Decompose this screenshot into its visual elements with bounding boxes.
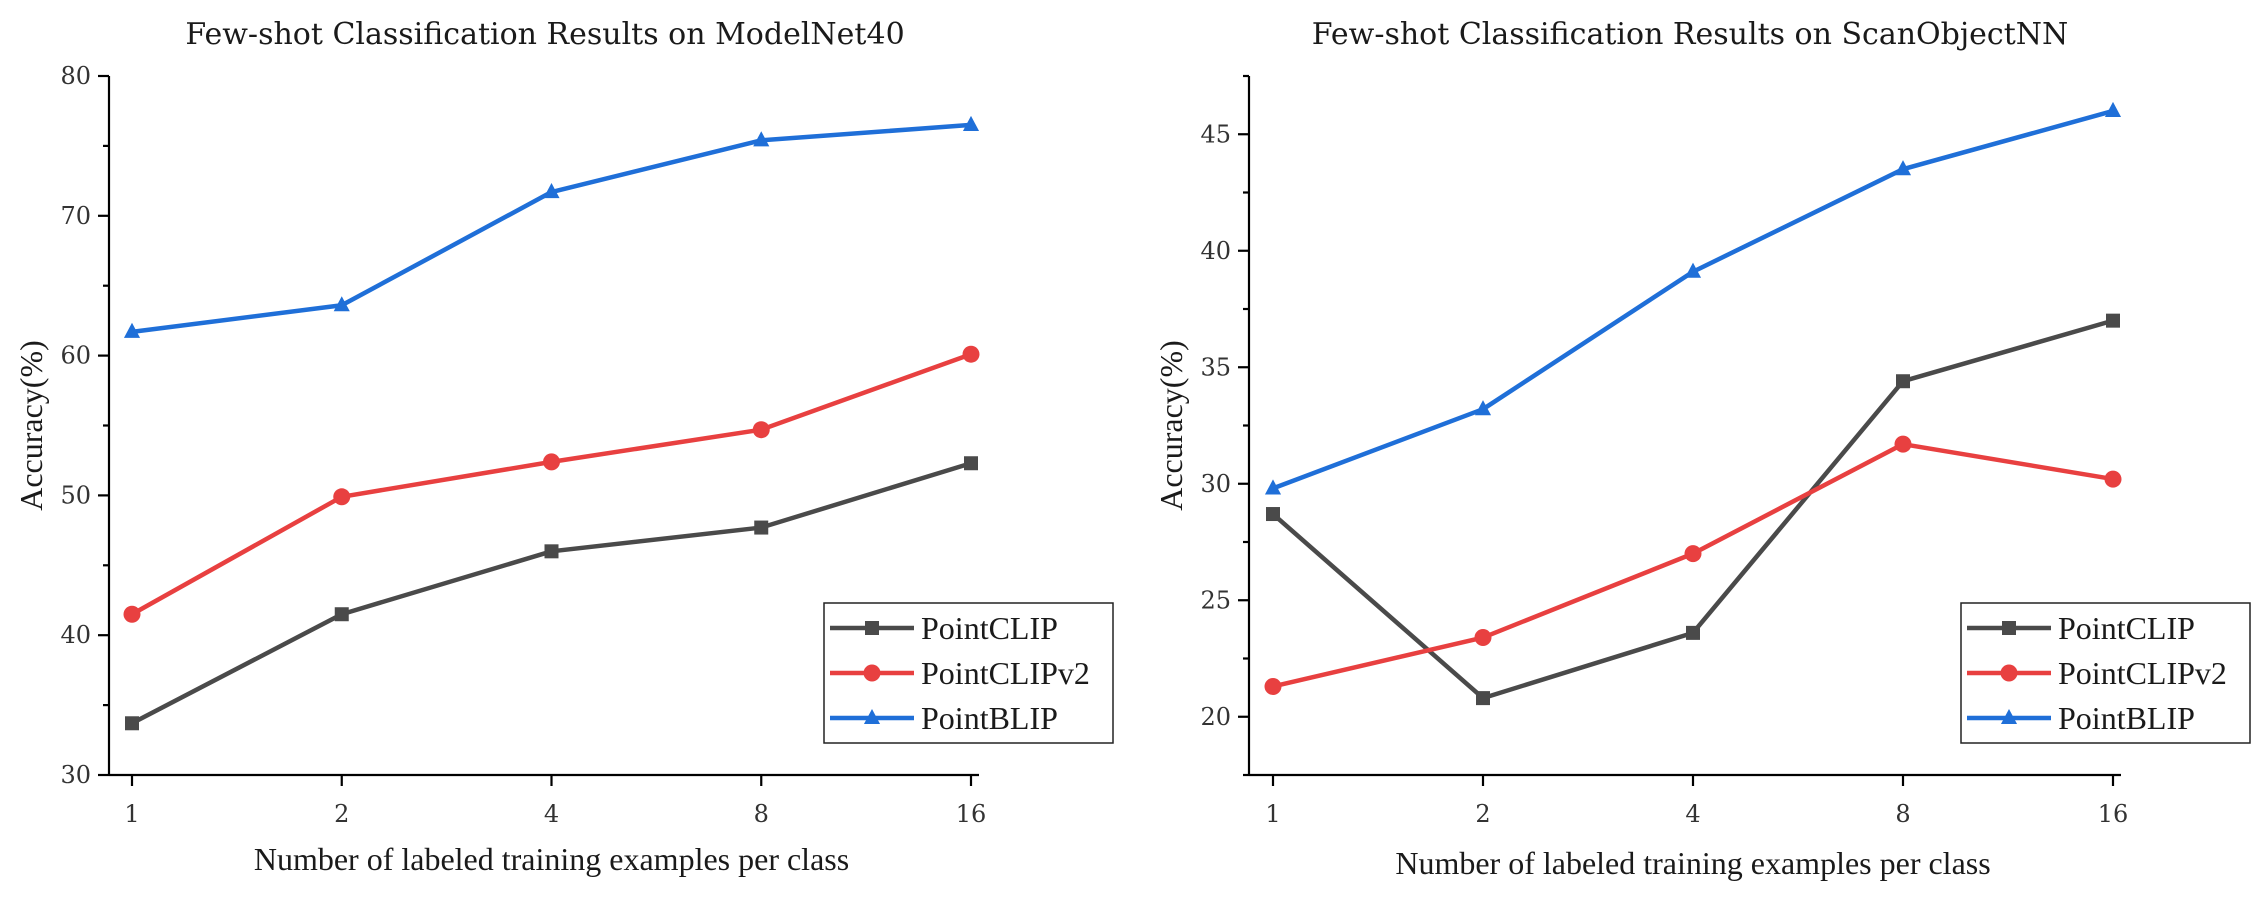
chart-2: Few-shot Classification Results on ScanO… bbox=[1153, 17, 2251, 881]
data-point bbox=[1474, 629, 1492, 647]
data-point bbox=[2104, 470, 2122, 488]
x-tick-label: 16 bbox=[2098, 800, 2129, 828]
legend: PointCLIP PointCLIPv2 PointBLIP bbox=[1960, 602, 2251, 744]
data-point bbox=[333, 296, 350, 312]
y-tick-label: 25 bbox=[1200, 586, 1231, 614]
chart-1: Few-shot Classification Results on Model… bbox=[13, 17, 1114, 877]
x-axis-label: Number of labeled training examples per … bbox=[254, 841, 849, 877]
x-tick-label: 8 bbox=[754, 800, 769, 828]
data-point bbox=[1684, 545, 1702, 563]
series-pointblip bbox=[1264, 101, 2122, 495]
y-tick-label: 30 bbox=[1200, 470, 1231, 498]
data-point bbox=[1264, 677, 1282, 695]
y-tick-label: 45 bbox=[1200, 120, 1231, 148]
data-point bbox=[1896, 374, 1910, 389]
x-tick-label: 4 bbox=[544, 800, 559, 828]
x-tick-label: 1 bbox=[1265, 800, 1280, 828]
data-point bbox=[1684, 262, 1702, 278]
y-tick-label: 20 bbox=[1200, 703, 1231, 731]
chart-title: Few-shot Classification Results on Model… bbox=[185, 17, 904, 52]
y-axis-label: Accuracy(%) bbox=[1153, 340, 1189, 511]
y-tick-label: 40 bbox=[1200, 237, 1231, 265]
data-point bbox=[123, 605, 141, 623]
data-point bbox=[2106, 313, 2120, 328]
y-axis-label: Accuracy(%) bbox=[13, 340, 49, 511]
data-point bbox=[1264, 479, 1282, 495]
legend-marker bbox=[865, 621, 879, 635]
series-pointclip bbox=[125, 456, 978, 731]
series-pointclipv2 bbox=[123, 345, 980, 623]
data-point bbox=[753, 131, 770, 147]
y-tick-label: 70 bbox=[60, 202, 91, 230]
legend: PointCLIP PointCLIPv2 PointBLIP bbox=[823, 602, 1114, 744]
chart-title: Few-shot Classification Results on ScanO… bbox=[1312, 17, 2069, 52]
data-point bbox=[1686, 625, 1700, 640]
series-pointclipv2 bbox=[1264, 435, 2122, 695]
y-tick-label: 50 bbox=[60, 481, 91, 509]
legend-marker bbox=[2000, 664, 2018, 682]
legend-marker bbox=[2002, 621, 2016, 635]
data-point bbox=[962, 345, 980, 363]
series-pointblip bbox=[123, 115, 980, 338]
x-axis-label: Number of labeled training examples per … bbox=[1395, 845, 1990, 881]
legend-label: PointBLIP bbox=[2058, 700, 2195, 736]
y-tick-label: 40 bbox=[60, 621, 91, 649]
legend-marker bbox=[2000, 708, 2018, 725]
legend-label: PointCLIP bbox=[921, 610, 1058, 646]
data-point bbox=[334, 607, 349, 622]
data-point bbox=[1894, 435, 1912, 453]
legend-label: PointCLIPv2 bbox=[2058, 655, 2227, 691]
x-tick-label: 2 bbox=[334, 800, 349, 828]
legend-marker bbox=[863, 708, 881, 725]
series-pointclip bbox=[1266, 313, 2120, 706]
x-tick-label: 8 bbox=[1895, 800, 1910, 828]
data-point bbox=[1474, 400, 1492, 416]
data-point bbox=[752, 421, 770, 439]
series-line bbox=[131, 122, 972, 335]
y-tick-label: 80 bbox=[60, 62, 91, 90]
data-point bbox=[125, 716, 139, 731]
data-point bbox=[1266, 507, 1280, 522]
y-tick-label: 35 bbox=[1200, 353, 1231, 381]
data-point bbox=[544, 544, 559, 559]
data-point bbox=[543, 453, 560, 471]
legend-label: PointBLIP bbox=[921, 700, 1058, 736]
series-line bbox=[130, 352, 972, 617]
data-point bbox=[2104, 101, 2122, 117]
x-tick-label: 16 bbox=[956, 800, 987, 828]
data-point bbox=[754, 520, 769, 535]
legend-marker bbox=[863, 664, 881, 682]
data-point bbox=[1476, 691, 1490, 706]
data-point bbox=[123, 322, 141, 338]
data-point bbox=[962, 115, 980, 131]
y-tick-label: 30 bbox=[60, 761, 91, 789]
series-line bbox=[1272, 108, 2114, 491]
legend-label: PointCLIPv2 bbox=[921, 655, 1090, 691]
data-point bbox=[1894, 160, 1912, 176]
x-tick-label: 4 bbox=[1685, 800, 1700, 828]
y-tick-label: 60 bbox=[60, 342, 91, 370]
data-point bbox=[333, 488, 351, 506]
data-point bbox=[964, 456, 978, 471]
x-tick-label: 2 bbox=[1475, 800, 1490, 828]
legend-label: PointCLIP bbox=[2058, 610, 2195, 646]
x-tick-label: 1 bbox=[124, 800, 139, 828]
data-point bbox=[543, 182, 560, 199]
